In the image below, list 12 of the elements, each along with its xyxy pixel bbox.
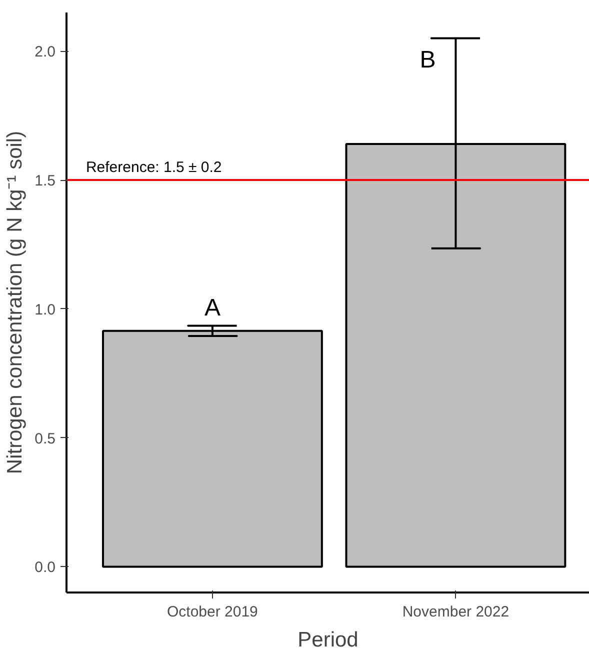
y-tick-label: 1.0 [34, 301, 56, 318]
y-tick-label: 0.5 [34, 430, 56, 448]
x-axis-title: Period [298, 628, 358, 652]
y-tick-label: 2.0 [34, 44, 56, 61]
y-tick-label: 1.5 [34, 172, 56, 190]
x-tick-label: October 2019 [167, 604, 258, 620]
annotation: A [204, 294, 220, 322]
y-tick-label: 0.0 [34, 559, 56, 576]
x-tick-label: November 2022 [402, 604, 510, 620]
annotation: B [420, 46, 436, 74]
ref-line-label: Reference: 1.5 ± 0.2 [86, 159, 222, 176]
y-axis-title: Nitrogen concentration (g N kg⁻¹ soil) [4, 130, 27, 474]
